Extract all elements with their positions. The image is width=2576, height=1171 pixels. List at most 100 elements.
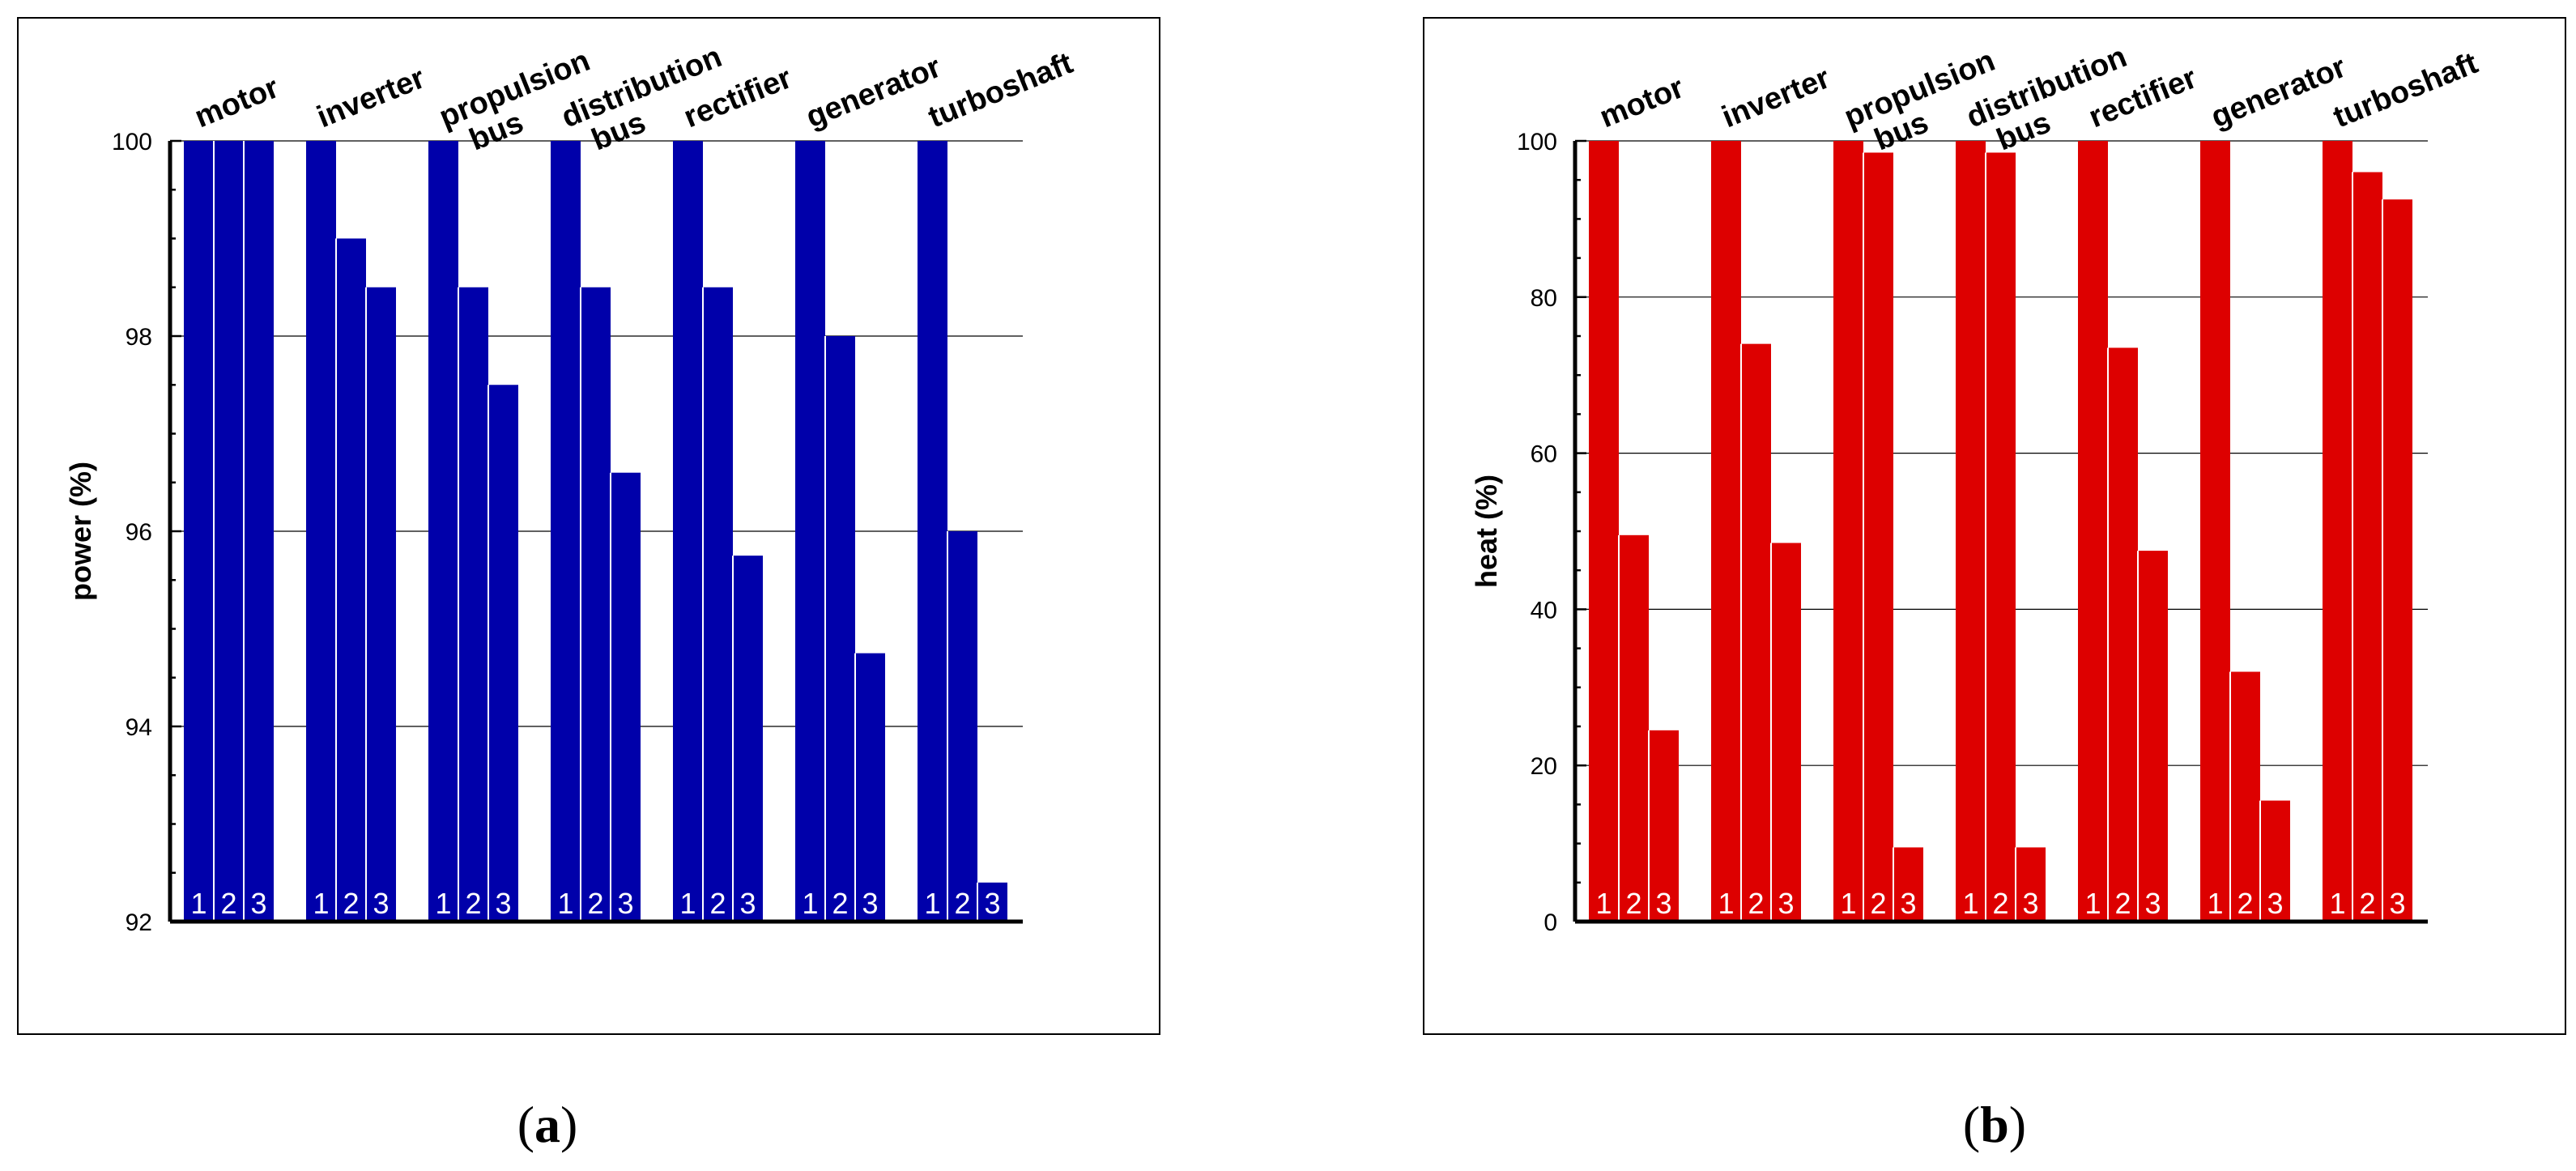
- panel-b-bar: [2016, 847, 2046, 922]
- panel-a-bar: [733, 556, 763, 922]
- panel-b-bar: [2138, 551, 2168, 922]
- panel-a-bar: [611, 472, 641, 922]
- panel-a-bar: [428, 141, 458, 922]
- panel-a-bar-label: 3: [739, 887, 756, 920]
- panel-b-bar: [2260, 800, 2290, 922]
- panel-a-bar-label: 2: [587, 887, 603, 920]
- panel-a-bar: [825, 336, 855, 922]
- panel-a-bar: [458, 287, 488, 922]
- panel-b-bar-label: 2: [2359, 887, 2375, 920]
- panel-b-bar: [2200, 141, 2230, 922]
- panel-b-bar-label: 1: [2329, 887, 2345, 920]
- panel-b-bar: [1741, 343, 1771, 922]
- panel-a-bar: [214, 141, 244, 922]
- panel-a-bar-label: 2: [465, 887, 481, 920]
- panel-a-bar: [947, 531, 977, 922]
- panel-b-bar: [2323, 141, 2352, 922]
- panel-a-category-label-line: turboshaft: [924, 46, 1078, 134]
- panel-a-category-label: inverter: [313, 61, 430, 134]
- panel-a-bar-label: 2: [954, 887, 970, 920]
- panel-a-bar: [244, 141, 274, 922]
- panel-b-bar-label: 1: [1718, 887, 1734, 920]
- panel-b-category-label-line: generator: [2207, 50, 2351, 135]
- panel-a-category-label: generator: [802, 50, 946, 135]
- panel-a-frame: [17, 17, 1160, 1035]
- panel-b-category-label-line: inverter: [1718, 61, 1835, 134]
- panel-a-y-tick-label: 96: [126, 519, 152, 546]
- panel-b-bar-label: 2: [2114, 887, 2131, 920]
- panel-b-bar-label: 2: [1992, 887, 2008, 920]
- panel-b-bar-label: 3: [2144, 887, 2161, 920]
- panel-a-bar: [673, 141, 703, 922]
- panel-b-bar-label: 2: [1625, 887, 1641, 920]
- panel-a-y-tick-label: 94: [126, 714, 152, 741]
- panel-a-bar-label: 2: [709, 887, 726, 920]
- panel-a-bar: [581, 287, 611, 922]
- panel-b-category-label-line: turboshaft: [2329, 46, 2483, 134]
- panel-b-bar-label: 3: [1778, 887, 1794, 920]
- panel-a-category-label-line: generator: [802, 50, 946, 135]
- panel-a-bar-label: 1: [435, 887, 451, 920]
- panel-a-bar-label: 3: [250, 887, 266, 920]
- panel-a-bar: [703, 287, 733, 922]
- panel-b-bar: [2352, 172, 2382, 922]
- caption-b: (b): [1963, 1096, 2026, 1153]
- panel-b-bar: [1711, 141, 1741, 922]
- panel-b-y-tick-label: 0: [1543, 909, 1557, 936]
- panel-a-category-label-line: motor: [190, 70, 284, 134]
- panel-b-bar-label: 1: [1595, 887, 1612, 920]
- panel-b-bar: [2382, 199, 2412, 922]
- panel-b-bar-label: 2: [1748, 887, 1764, 920]
- panel-b-bar: [1833, 141, 1863, 922]
- panel-a-bar-label: 3: [373, 887, 389, 920]
- panel-b-bar-label: 3: [2267, 887, 2283, 920]
- panel-b-bar-label: 3: [1655, 887, 1671, 920]
- panel-b-y-tick-label: 60: [1531, 441, 1557, 468]
- panel-b-bar-label: 3: [2389, 887, 2405, 920]
- panel-b-y-tick-label: 80: [1531, 285, 1557, 312]
- panel-a-bar-label: 1: [190, 887, 207, 920]
- panel-a-category-label-line: inverter: [313, 61, 430, 134]
- panel-a-bar-label: 2: [220, 887, 236, 920]
- panel-b-bar-label: 1: [2084, 887, 2101, 920]
- panel-a-bar: [795, 141, 825, 922]
- panel-a-bar: [184, 141, 214, 922]
- panel-b-y-tick-label: 40: [1531, 597, 1557, 624]
- panel-b-bar: [2230, 671, 2260, 922]
- panel-b-bar: [1589, 141, 1619, 922]
- panel-a-bar: [977, 882, 1007, 922]
- caption-a: (a): [517, 1096, 578, 1153]
- panel-a-bar-label: 3: [862, 887, 878, 920]
- panel-b-category-label: generator: [2207, 50, 2351, 135]
- panel-b-y-axis-label: heat (%): [1470, 475, 1503, 588]
- panel-a-category-label: turboshaft: [924, 46, 1078, 134]
- panel-a-bar-label: 1: [802, 887, 818, 920]
- panel-b-category-label: inverter: [1718, 61, 1835, 134]
- panel-b-category-label: motor: [1595, 70, 1689, 134]
- panel-a-bar: [488, 385, 518, 922]
- panel-a-bar-label: 2: [832, 887, 848, 920]
- panel-b-bar-label: 2: [2237, 887, 2253, 920]
- panel-b-bar: [1863, 152, 1893, 922]
- panel-a-y-tick-label: 100: [112, 129, 152, 155]
- panel-b-bar-label: 3: [1900, 887, 1916, 920]
- panel-a-bar: [306, 141, 336, 922]
- panel-b-bar: [2078, 141, 2108, 922]
- panel-b-bar-label: 1: [1962, 887, 1978, 920]
- panel-a-bar-label: 3: [495, 887, 511, 920]
- panel-a-y-axis-label: power (%): [64, 462, 97, 601]
- panel-a-bar: [918, 141, 947, 922]
- panel-a-bar-label: 1: [679, 887, 696, 920]
- panel-a-category-label: motor: [190, 70, 284, 134]
- panel-b-bar-label: 3: [2022, 887, 2038, 920]
- panel-a-bar: [336, 238, 366, 922]
- panel-b-bar: [1986, 152, 2016, 922]
- panel-a-bar-label: 3: [617, 887, 633, 920]
- panel-b-bar-label: 2: [1870, 887, 1886, 920]
- panel-a-bar: [855, 653, 885, 922]
- panel-b-bar: [1956, 141, 1986, 922]
- caption-b-letter: b: [1980, 1096, 2009, 1153]
